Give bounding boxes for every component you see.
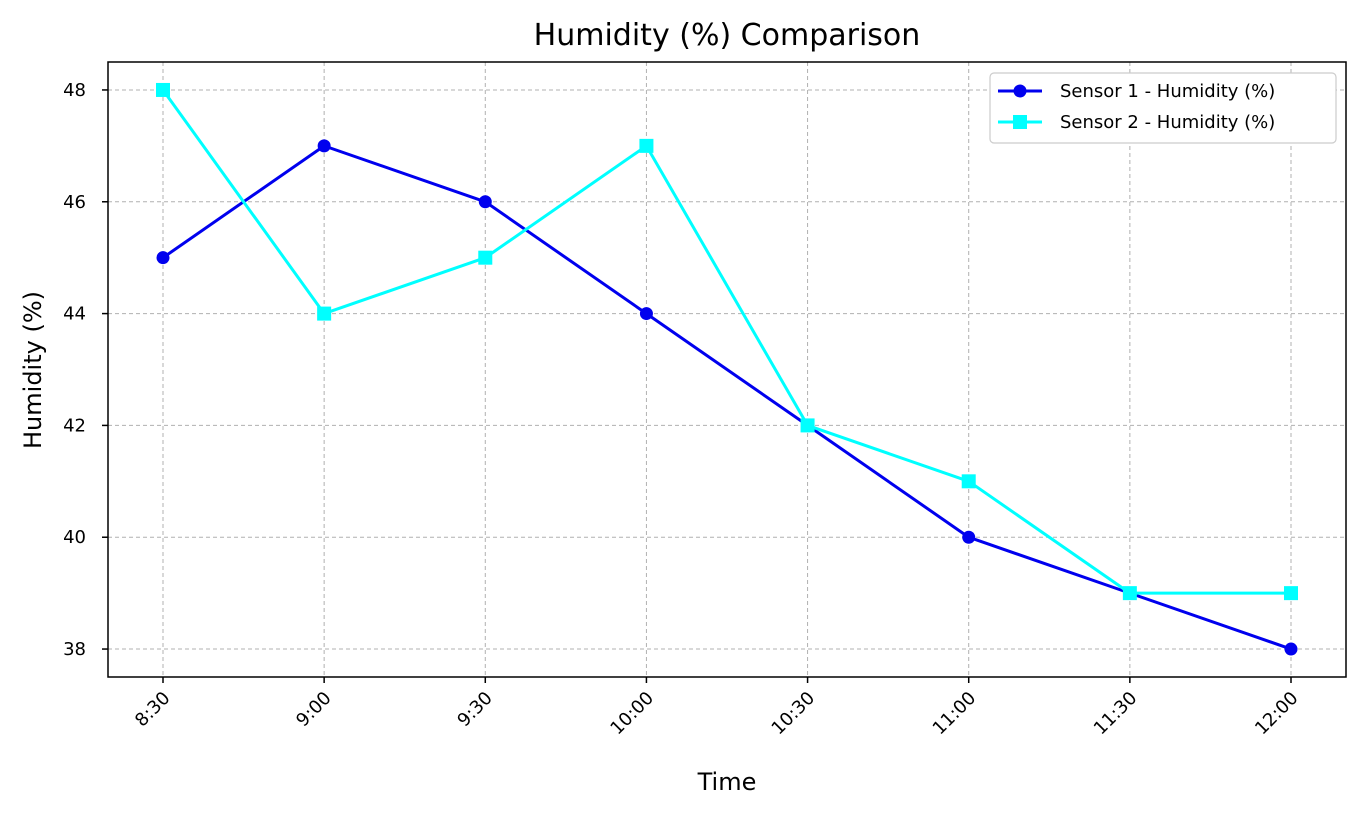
series-2 xyxy=(156,82,1298,601)
x-axis-label: Time xyxy=(697,768,757,796)
series-2-line xyxy=(161,89,1291,595)
y-tick-label: 40 xyxy=(63,527,86,548)
legend-marker xyxy=(1013,84,1027,98)
series-2-point xyxy=(317,306,332,321)
legend-entry-1: Sensor 1 - Humidity (%) xyxy=(998,81,1275,102)
series-2-point xyxy=(1122,586,1137,601)
legend-marker xyxy=(1013,115,1027,129)
y-tick-label: 46 xyxy=(63,192,86,213)
series-1-point xyxy=(639,307,653,321)
series-1-point xyxy=(478,195,492,209)
legend-label: Sensor 1 - Humidity (%) xyxy=(1060,81,1275,102)
series-1-point xyxy=(156,251,170,265)
series-2-point xyxy=(961,474,976,489)
series-2-point xyxy=(478,250,493,265)
legend-label: Sensor 2 - Humidity (%) xyxy=(1060,112,1275,133)
series-2-point xyxy=(800,418,815,433)
chart-title: Humidity (%) Comparison xyxy=(534,18,921,53)
series-layer xyxy=(156,82,1298,656)
series-1-line xyxy=(162,144,1292,651)
series-1-point xyxy=(317,139,331,153)
legend: Sensor 1 - Humidity (%) Sensor 2 - Humidi… xyxy=(989,72,1337,144)
plot-frame xyxy=(107,61,1347,678)
series-2-point xyxy=(156,82,170,97)
legend-box xyxy=(989,72,1337,144)
series-1-point xyxy=(1284,642,1298,656)
y-tick-label: 42 xyxy=(63,415,86,436)
grid-layer xyxy=(108,62,1346,677)
y-tick-label: 44 xyxy=(63,304,86,325)
y-tick-label: 48 xyxy=(63,80,86,101)
y-axis-label: Humidity (%) xyxy=(19,291,47,449)
legend-entry-2: Sensor 2 - Humidity (%) xyxy=(998,112,1275,133)
series-2-point xyxy=(639,138,654,153)
series-1-point xyxy=(962,530,976,544)
series-2-point xyxy=(1284,586,1298,601)
y-tick-label: 38 xyxy=(63,639,86,660)
